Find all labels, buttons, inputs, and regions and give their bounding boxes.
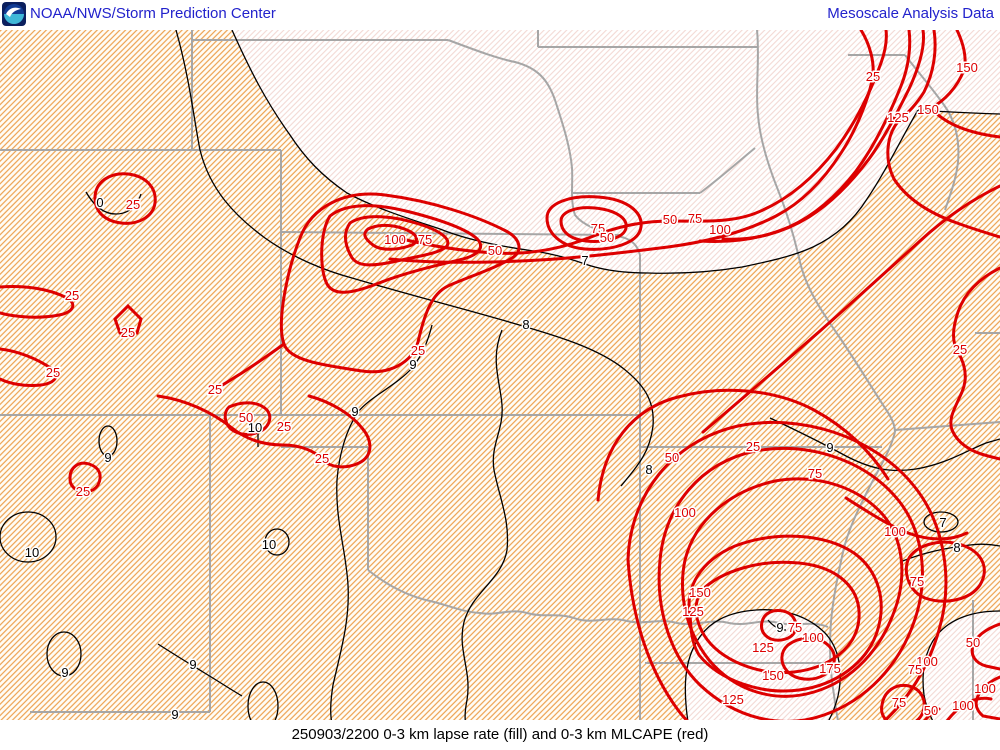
contour-label: 25 [76, 484, 90, 499]
contour-label: 25 [46, 365, 60, 380]
contour-label: 7 [939, 515, 946, 530]
contour-label: 75 [591, 221, 605, 236]
contour-label: 25 [315, 451, 329, 466]
contour-label: 125 [752, 640, 774, 655]
map-caption: 250903/2200 0-3 km lapse rate (fill) and… [291, 726, 709, 743]
noaa-logo-icon[interactable] [2, 2, 26, 26]
contour-label: 75 [908, 662, 922, 677]
contour-label: 100 [709, 222, 731, 237]
contour-label: 50 [924, 703, 938, 718]
contour-label: 9 [189, 657, 196, 672]
page-header: NOAA/NWS/Storm Prediction Center Mesosca… [0, 0, 1000, 30]
contour-label: 50 [600, 230, 614, 245]
contour-label: 9 [104, 450, 111, 465]
contour-label: 25 [126, 197, 140, 212]
contour-label: 75 [788, 620, 802, 635]
contour-label: 0 [96, 195, 103, 210]
contour-label: 75 [892, 695, 906, 710]
mesoanalysis-map: 0 7 8 9 9 10 9 10 10 9 9 9 8 9 7 8 9 25 25 25 25 25 25 25 50 25 25… [0, 28, 1000, 736]
contour-label: 75 [910, 574, 924, 589]
contour-label: 50 [488, 243, 502, 258]
contour-label: 10 [248, 420, 262, 435]
contour-label: 100 [916, 654, 938, 669]
contour-label: 100 [884, 524, 906, 539]
contour-label: 125 [722, 692, 744, 707]
page-footer: 250903/2200 0-3 km lapse rate (fill) and… [0, 720, 1000, 750]
contour-label: 25 [746, 439, 760, 454]
contour-label: 75 [808, 466, 822, 481]
contour-label: 10 [262, 537, 276, 552]
contour-label: 25 [953, 342, 967, 357]
mesoanalysis-link[interactable]: Mesoscale Analysis Data [827, 5, 994, 22]
contour-label: 7 [581, 253, 588, 268]
contour-label: 125 [682, 604, 704, 619]
contour-label: 9 [61, 665, 68, 680]
contour-label: 75 [688, 211, 702, 226]
contour-label: 9 [409, 357, 416, 372]
contour-label: 8 [645, 462, 652, 477]
contour-label: 75 [418, 232, 432, 247]
contour-label: 9 [826, 440, 833, 455]
contour-label: 25 [121, 325, 135, 340]
contour-label: 10 [25, 545, 39, 560]
contour-label: 9 [351, 404, 358, 419]
contour-label: 25 [277, 419, 291, 434]
contour-label: 100 [674, 505, 696, 520]
map-svg: 0789910910109998978925252525252525502525… [0, 28, 1000, 736]
contour-label: 150 [689, 585, 711, 600]
contour-label: 50 [665, 450, 679, 465]
contour-labels: 0789910910109998978925252525252525502525… [23, 59, 997, 724]
contour-label: 150 [917, 102, 939, 117]
contour-label: 8 [522, 317, 529, 332]
contour-label: 50 [966, 635, 980, 650]
contour-label: 150 [956, 60, 978, 75]
contour-label: 150 [762, 668, 784, 683]
contour-label: 9 [171, 707, 178, 720]
spc-home-link[interactable]: NOAA/NWS/Storm Prediction Center [30, 5, 276, 22]
contour-label: 25 [866, 69, 880, 84]
contour-label: 50 [663, 212, 677, 227]
contour-label: 100 [802, 630, 824, 645]
contour-label: 100 [384, 232, 406, 247]
lapse-low-regions [232, 30, 1000, 735]
contour-label: 175 [819, 661, 841, 676]
contour-label: 50 [239, 410, 253, 425]
contour-label: 9 [776, 620, 783, 635]
contour-label: 100 [952, 698, 974, 713]
mlcape-contours [0, 28, 1000, 732]
contour-label: 125 [887, 110, 909, 125]
contour-label: 25 [208, 382, 222, 397]
contour-label: 8 [953, 540, 960, 555]
contour-label: 25 [411, 343, 425, 358]
contour-label: 25 [65, 288, 79, 303]
lapse-contours [0, 29, 1000, 736]
contour-label: 100 [974, 681, 996, 696]
